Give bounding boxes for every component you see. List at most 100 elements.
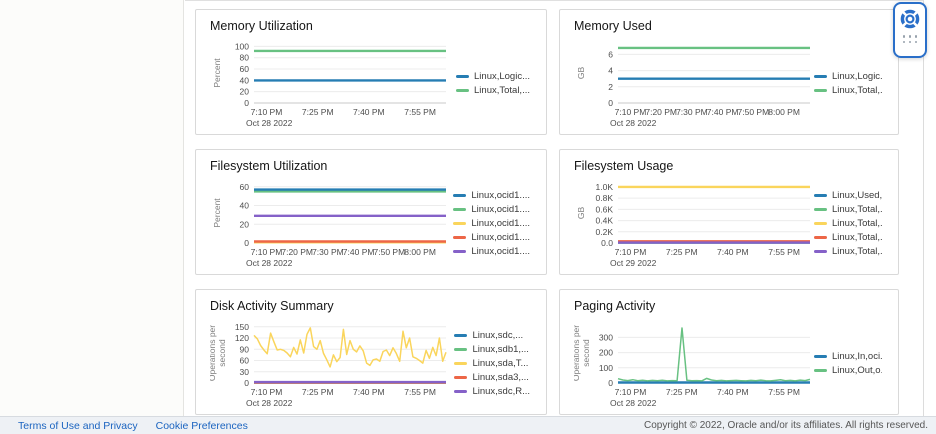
svg-text:7:55 PM: 7:55 PM (768, 387, 800, 397)
legend-swatch (814, 194, 827, 197)
legend-label: Linux,sda,T... (472, 358, 529, 369)
chart-row: 0 20 40 60 80 100 Percent 7:10 PM 7:25 PM 7:40 PM… (210, 36, 532, 131)
svg-text:Oct 28 2022: Oct 28 2022 (610, 118, 657, 128)
help-widget[interactable] (893, 2, 927, 58)
svg-text:90: 90 (240, 344, 250, 354)
drag-handle-icon[interactable] (902, 35, 918, 43)
legend-item: Linux,Total,... (814, 246, 882, 257)
svg-text:60: 60 (240, 64, 250, 74)
legend-swatch (814, 222, 827, 225)
svg-text:120: 120 (235, 333, 249, 343)
svg-text:7:30 PM: 7:30 PM (676, 107, 708, 117)
legend-item: Linux,sda,T... (454, 358, 530, 369)
svg-text:60: 60 (240, 182, 250, 192)
cookie-preferences-link[interactable]: Cookie Preferences (155, 419, 248, 432)
svg-text:0.6K: 0.6K (596, 204, 614, 214)
svg-text:7:55 PM: 7:55 PM (404, 387, 436, 397)
svg-text:Oct 28 2022: Oct 28 2022 (246, 118, 293, 128)
svg-text:40: 40 (240, 201, 250, 211)
svg-text:GB: GB (576, 207, 586, 220)
legend-label: Linux,sdc,R... (472, 386, 530, 397)
legend-label: Linux,Out,o... (832, 365, 882, 376)
svg-text:Oct 28 2022: Oct 28 2022 (610, 398, 657, 408)
svg-text:Oct 29 2022: Oct 29 2022 (610, 258, 657, 268)
legend-item: Linux,Total,... (814, 218, 882, 229)
legend-swatch (454, 376, 468, 379)
svg-text:7:55 PM: 7:55 PM (404, 107, 436, 117)
svg-text:150: 150 (235, 322, 249, 332)
legend-swatch (454, 362, 468, 365)
svg-text:7:10 PM: 7:10 PM (615, 107, 647, 117)
legend-swatch (453, 222, 467, 225)
svg-text:0: 0 (244, 238, 249, 248)
footer-links: Terms of Use and Privacy Cookie Preferen… (18, 420, 248, 432)
chart-card-memory-utilization: Memory Utilization 0 20 40 60 80 100 Percent 7:… (195, 9, 547, 135)
legend-swatch (453, 194, 467, 197)
chart-legend: Linux,ocid1.... Linux,ocid1.... Linux,ocid… (453, 187, 532, 260)
terms-of-use-link[interactable]: Terms of Use and Privacy (18, 419, 138, 432)
svg-text:7:10 PM: 7:10 PM (251, 247, 283, 257)
chart-card-filesystem-utilization: Filesystem Utilization 0 20 40 60 Percent 7:1… (195, 149, 547, 275)
chart-legend: Linux,In,oci... Linux,Out,o... (814, 348, 884, 379)
legend-label: Linux,Total,... (474, 85, 530, 96)
chart-row: 0 20 40 60 Percent 7:10 PM 7:20 PM 7:30 PM 7:40 … (210, 176, 532, 271)
legend-swatch (814, 355, 827, 358)
legend-item: Linux,sda3,... (454, 372, 530, 383)
svg-text:20: 20 (240, 87, 250, 97)
svg-text:0: 0 (244, 378, 249, 388)
svg-text:1.0K: 1.0K (596, 182, 614, 192)
svg-text:7:40 PM: 7:40 PM (707, 107, 739, 117)
svg-text:0.4K: 0.4K (596, 216, 614, 226)
legend-item: Linux,ocid1.... (453, 218, 530, 229)
legend-swatch (814, 89, 827, 92)
svg-text:6: 6 (608, 49, 613, 59)
left-pane (0, 0, 184, 416)
footer: Terms of Use and Privacy Cookie Preferen… (0, 416, 936, 434)
chart-row: 0 30 60 90 120 150 Operations per second 7:10 PM… (210, 316, 532, 411)
legend-swatch (814, 250, 827, 253)
svg-text:7:55 PM: 7:55 PM (768, 247, 800, 257)
legend-label: Linux,sda3,... (472, 372, 529, 383)
legend-swatch (456, 89, 470, 92)
dashboard-content: Memory Utilization 0 20 40 60 80 100 Percent 7:… (185, 0, 924, 416)
legend-item: Linux,sdc,... (454, 330, 530, 341)
chart-title: Filesystem Utilization (210, 159, 328, 173)
chart-card-paging-activity: Paging Activity 0 100 200 300 Operations per… (559, 289, 899, 415)
legend-item: Linux,ocid1.... (453, 190, 530, 201)
chart-row: 0 2 4 6 GB 7:10 PM 7:20 PM 7:30 PM 7:40 PM 7:50 P… (574, 36, 884, 131)
chart-card-disk-activity-summary: Disk Activity Summary 0 30 60 90 120 150 Opera… (195, 289, 547, 415)
chart-legend: Linux,Logic... Linux,Total,... (814, 68, 884, 99)
legend-item: Linux,ocid1.... (453, 246, 530, 257)
svg-text:100: 100 (235, 41, 249, 51)
svg-text:0: 0 (608, 378, 613, 388)
legend-item: Linux,Out,o... (814, 365, 882, 376)
svg-text:8:00 PM: 8:00 PM (404, 247, 436, 257)
svg-text:GB: GB (576, 67, 586, 80)
chart-plot: 0 20 40 60 Percent 7:10 PM 7:20 PM 7:30 PM 7:40 … (212, 182, 446, 268)
svg-text:7:20 PM: 7:20 PM (281, 247, 313, 257)
svg-text:7:20 PM: 7:20 PM (645, 107, 677, 117)
legend-label: Linux,Used,... (832, 190, 882, 201)
legend-swatch (453, 250, 467, 253)
svg-text:7:40 PM: 7:40 PM (353, 387, 385, 397)
legend-label: Linux,ocid1.... (471, 232, 530, 243)
svg-text:7:40 PM: 7:40 PM (343, 247, 375, 257)
svg-text:8:00 PM: 8:00 PM (768, 107, 800, 117)
chart-plot: 0 2 4 6 GB 7:10 PM 7:20 PM 7:30 PM 7:40 PM 7:50 P… (576, 46, 810, 128)
svg-text:80: 80 (240, 53, 250, 63)
svg-text:Oct 28 2022: Oct 28 2022 (246, 258, 293, 268)
svg-text:0: 0 (244, 98, 249, 108)
legend-label: Linux,In,oci... (832, 351, 882, 362)
svg-text:second: second (217, 339, 227, 367)
legend-label: Linux,ocid1.... (471, 246, 530, 257)
chart-card-memory-used: Memory Used 0 2 4 6 GB 7:10 PM 7:20 PM 7:30 PM 7… (559, 9, 899, 135)
svg-text:7:25 PM: 7:25 PM (302, 107, 334, 117)
chart-legend: Linux,sdc,... Linux,sdb1,... Linux,sda,T..… (454, 327, 532, 400)
svg-text:Operations per: Operations per (210, 325, 217, 381)
svg-text:7:10 PM: 7:10 PM (615, 387, 647, 397)
svg-text:30: 30 (240, 367, 250, 377)
svg-text:Percent: Percent (212, 198, 222, 228)
